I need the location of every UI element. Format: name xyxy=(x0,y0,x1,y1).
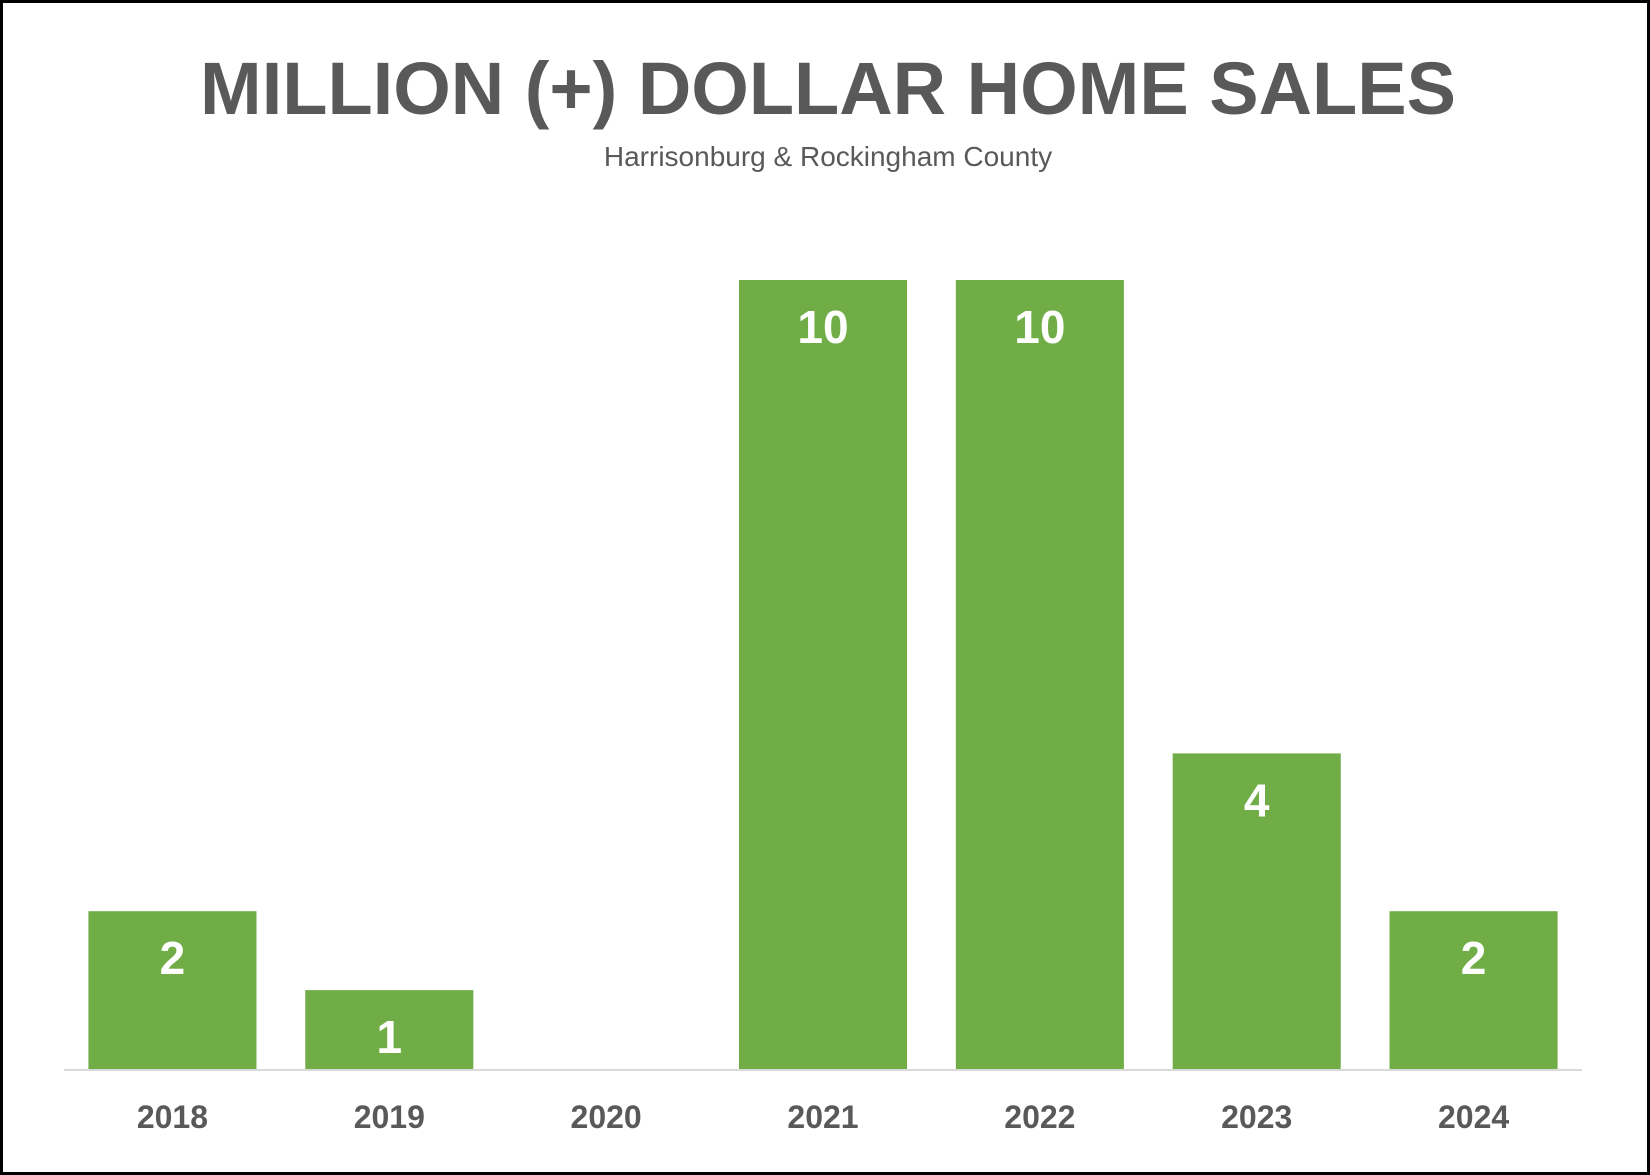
chart-title: MILLION (+) DOLLAR HOME SALES xyxy=(200,47,1456,130)
bar-2024 xyxy=(1389,911,1558,1069)
x-tick-label-2024: 2024 xyxy=(1438,1099,1509,1135)
x-tick-label-2020: 2020 xyxy=(571,1099,642,1135)
data-label-2019: 1 xyxy=(376,1011,402,1063)
bar-2019 xyxy=(305,990,474,1069)
data-label-2022: 10 xyxy=(1014,301,1065,353)
bar-2021 xyxy=(738,280,908,1069)
data-label-2024: 2 xyxy=(1461,932,1487,984)
x-tick-label-2019: 2019 xyxy=(354,1099,425,1135)
x-tick-label-2018: 2018 xyxy=(137,1099,208,1135)
data-labels-group: 2 1 10 10 4 2 xyxy=(160,301,1487,1063)
x-tick-labels-group: 2018 2019 2020 2021 2022 2023 2024 xyxy=(137,1099,1510,1135)
bars-group xyxy=(88,280,1558,1069)
x-tick-label-2022: 2022 xyxy=(1004,1099,1075,1135)
data-label-2018: 2 xyxy=(160,932,186,984)
bar-2023 xyxy=(1172,753,1341,1069)
bar-2022 xyxy=(955,280,1124,1069)
data-label-2023: 4 xyxy=(1244,774,1270,826)
chart-subtitle: Harrisonburg & Rockingham County xyxy=(603,141,1053,172)
x-tick-label-2021: 2021 xyxy=(787,1099,858,1135)
data-label-2021: 10 xyxy=(797,301,848,353)
x-tick-label-2023: 2023 xyxy=(1221,1099,1292,1135)
bar-2018 xyxy=(88,911,257,1069)
